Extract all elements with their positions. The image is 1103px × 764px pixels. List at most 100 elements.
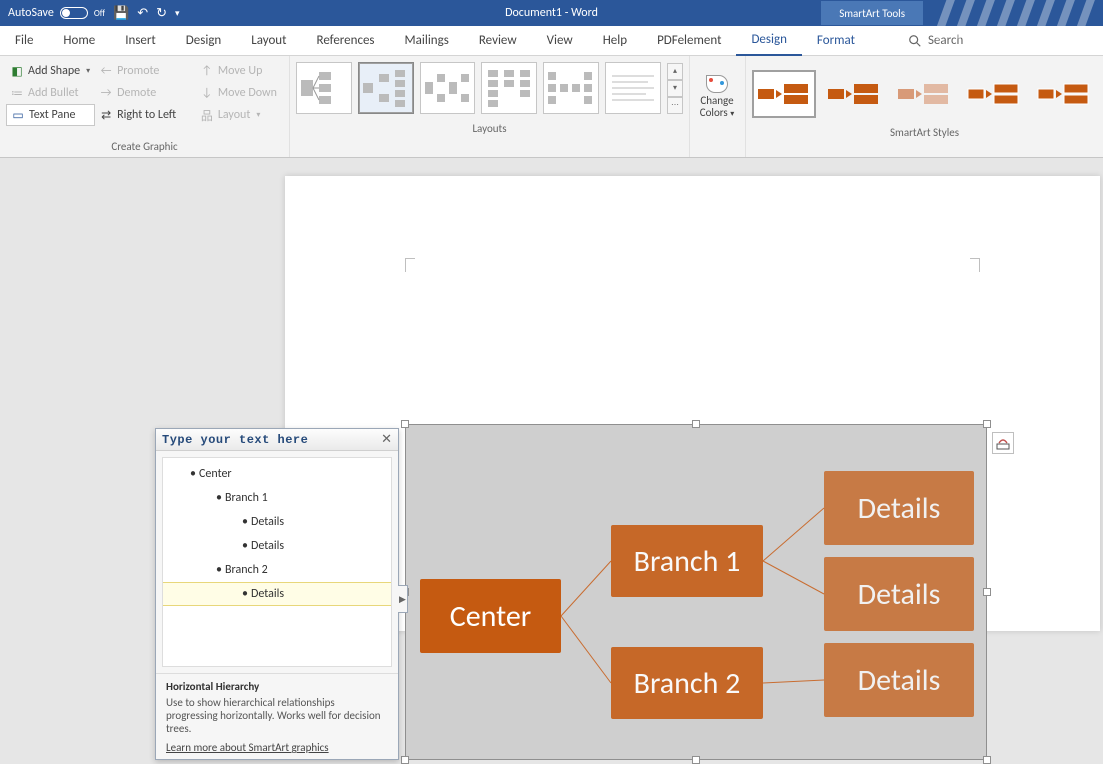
style-thumb-2[interactable] bbox=[892, 70, 956, 118]
desc-body: Use to show hierarchical relationships p… bbox=[166, 696, 388, 735]
style-thumb-4[interactable] bbox=[1032, 70, 1096, 118]
tab-review[interactable]: Review bbox=[464, 26, 532, 56]
diagram-node-center[interactable]: Center bbox=[420, 579, 561, 653]
group-change-colors: ChangeColors ▾ bbox=[690, 56, 746, 157]
autosave-toggle[interactable]: AutoSave Off bbox=[8, 6, 105, 20]
move-down-button[interactable]: ↓ Move Down bbox=[196, 82, 283, 104]
text-pane-item[interactable]: •Branch 2 bbox=[163, 558, 391, 582]
autosave-state: Off bbox=[94, 8, 105, 19]
add-shape-label: Add Shape bbox=[28, 64, 80, 78]
layout-button[interactable]: 品 Layout ▾ bbox=[196, 104, 283, 126]
layout-thumb-2[interactable] bbox=[420, 62, 476, 114]
text-pane-button[interactable]: ▭ Text Pane bbox=[6, 104, 95, 126]
group-label-layouts: Layouts bbox=[290, 120, 689, 139]
change-colors-l2: Colors bbox=[700, 106, 728, 119]
tab-help[interactable]: Help bbox=[588, 26, 642, 56]
change-colors-button[interactable]: ChangeColors ▾ bbox=[690, 56, 744, 138]
text-pane-header: Type your text here ✕ bbox=[156, 429, 398, 451]
redo-icon[interactable]: ↻ bbox=[156, 6, 167, 21]
desc-link[interactable]: Learn more about SmartArt graphics bbox=[166, 741, 329, 754]
layout-thumb-5[interactable] bbox=[605, 62, 661, 114]
text-pane-item-text: Details bbox=[251, 515, 284, 529]
arrow-left-icon: ← bbox=[99, 64, 113, 78]
add-shape-button[interactable]: ◧ Add Shape ▾ bbox=[6, 60, 95, 82]
contextual-tab-label: SmartArt Tools bbox=[821, 1, 923, 25]
demote-button[interactable]: → Demote bbox=[95, 82, 196, 104]
text-pane-item-text: Branch 2 bbox=[225, 563, 268, 577]
group-smartart-styles: SmartArt Styles bbox=[746, 56, 1103, 157]
tab-pdfelement[interactable]: PDFelement bbox=[642, 26, 736, 56]
style-thumb-0[interactable] bbox=[752, 70, 816, 118]
bullet-icon: • bbox=[187, 467, 199, 481]
tab-insert[interactable]: Insert bbox=[110, 26, 171, 56]
layout-thumb-0[interactable] bbox=[296, 62, 352, 114]
layouts-gallery[interactable]: ▴▾⋯ bbox=[290, 56, 689, 120]
layout-thumb-1[interactable] bbox=[358, 62, 414, 114]
layout-options-button[interactable] bbox=[992, 432, 1014, 454]
selection-handle[interactable] bbox=[692, 756, 700, 764]
style-thumb-1[interactable] bbox=[822, 70, 886, 118]
group-label-styles: SmartArt Styles bbox=[746, 124, 1103, 143]
rtl-icon: ⇄ bbox=[99, 108, 113, 123]
group-layouts: ▴▾⋯ Layouts bbox=[290, 56, 690, 157]
gallery-up-icon[interactable]: ▴ bbox=[667, 63, 683, 80]
bullet-icon: • bbox=[213, 563, 225, 577]
tab-home[interactable]: Home bbox=[48, 26, 110, 56]
text-pane-item[interactable]: •Details bbox=[163, 534, 391, 558]
selection-handle[interactable] bbox=[983, 588, 991, 596]
tab-references[interactable]: References bbox=[302, 26, 390, 56]
gallery-more-icon[interactable]: ⋯ bbox=[667, 97, 683, 114]
chevron-down-icon: ▾ bbox=[86, 66, 90, 76]
move-up-button[interactable]: ↑ Move Up bbox=[196, 60, 283, 82]
diagram-node-b2[interactable]: Branch 2 bbox=[611, 647, 763, 719]
layout-thumb-3[interactable] bbox=[481, 62, 537, 114]
selection-handle[interactable] bbox=[983, 756, 991, 764]
diagram-node-d3[interactable]: Details bbox=[824, 643, 974, 717]
add-bullet-button[interactable]: ≔ Add Bullet bbox=[6, 82, 95, 104]
tab-format[interactable]: Format bbox=[802, 26, 870, 56]
tab-view[interactable]: View bbox=[532, 26, 588, 56]
gallery-down-icon[interactable]: ▾ bbox=[667, 80, 683, 97]
document-workspace: CenterBranch 1Branch 2DetailsDetailsDeta… bbox=[0, 158, 1103, 632]
title-decoration bbox=[933, 0, 1103, 26]
bullet-icon: • bbox=[213, 491, 225, 505]
diagram-node-b1[interactable]: Branch 1 bbox=[611, 525, 763, 597]
rotation-handle[interactable] bbox=[691, 420, 701, 430]
add-bullet-icon: ≔ bbox=[10, 86, 24, 101]
tab-design[interactable]: Design bbox=[736, 26, 801, 56]
text-pane-item[interactable]: •Branch 1 bbox=[163, 486, 391, 510]
text-pane-collapse-handle[interactable]: ▶ bbox=[398, 585, 408, 613]
ribbon: ◧ Add Shape ▾ ≔ Add Bullet ▭ Text Pane bbox=[0, 56, 1103, 158]
style-thumb-3[interactable] bbox=[962, 70, 1026, 118]
undo-icon[interactable]: ↶ bbox=[137, 6, 148, 21]
customize-qa-icon[interactable]: ▾ bbox=[175, 8, 180, 19]
text-pane-item[interactable]: •Details bbox=[162, 582, 392, 606]
text-pane-item-text: Branch 1 bbox=[225, 491, 268, 505]
text-pane-icon: ▭ bbox=[11, 108, 25, 123]
layout-thumb-4[interactable] bbox=[543, 62, 599, 114]
text-pane-item[interactable]: •Details bbox=[163, 510, 391, 534]
promote-button[interactable]: ← Promote bbox=[95, 60, 196, 82]
tab-design[interactable]: Design bbox=[171, 26, 236, 56]
selection-handle[interactable] bbox=[983, 420, 991, 428]
close-icon[interactable]: ✕ bbox=[381, 432, 392, 447]
text-pane-item[interactable]: •Center bbox=[163, 462, 391, 486]
styles-gallery[interactable] bbox=[746, 56, 1103, 124]
smartart-canvas[interactable]: Center Branch 1 Branch 2 Details Details Deta… bbox=[405, 424, 987, 760]
tab-mailings[interactable]: Mailings bbox=[390, 26, 464, 56]
right-to-left-button[interactable]: ⇄ Right to Left bbox=[95, 104, 196, 126]
autosave-label: AutoSave bbox=[8, 6, 54, 20]
diagram-node-d1[interactable]: Details bbox=[824, 471, 974, 545]
text-pane-description: Horizontal Hierarchy Use to show hierarc… bbox=[156, 673, 398, 762]
tab-layout[interactable]: Layout bbox=[236, 26, 301, 56]
document-title: Document1 - Word bbox=[505, 6, 598, 20]
tab-file[interactable]: File bbox=[0, 26, 48, 56]
text-pane-list[interactable]: •Center•Branch 1•Details•Details•Branch … bbox=[162, 457, 392, 667]
selection-handle[interactable] bbox=[401, 420, 409, 428]
selection-handle[interactable] bbox=[401, 756, 409, 764]
text-pane-title: Type your text here bbox=[162, 433, 308, 447]
diagram-node-d2[interactable]: Details bbox=[824, 557, 974, 631]
chevron-down-icon: ▾ bbox=[730, 109, 734, 119]
group-label-empty bbox=[690, 138, 745, 157]
save-icon[interactable]: 💾 bbox=[113, 6, 129, 21]
